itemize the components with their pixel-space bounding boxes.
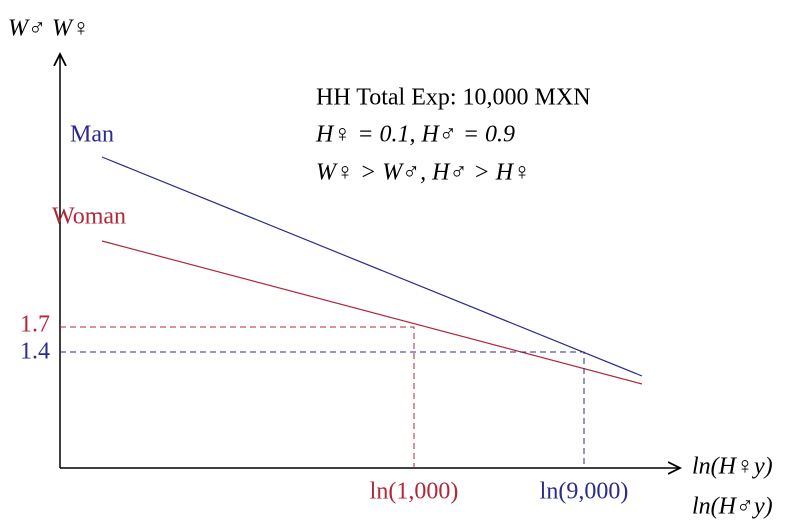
y-mark-label: 1.7	[20, 312, 50, 338]
x-axis-label: ln(H♀y)	[692, 454, 773, 480]
man-guide	[60, 351, 585, 468]
x-mark-label: ln(1,000)	[370, 479, 459, 505]
woman-line	[101, 240, 643, 385]
y-axis-label: W♂ W♀	[8, 16, 90, 42]
annotation: H♀ = 0.1, H♂ = 0.9	[315, 122, 515, 148]
x-axis-label: ln(H♂y)	[692, 494, 773, 520]
y-mark-label: 1.4	[20, 339, 50, 365]
woman-guide	[60, 326, 415, 468]
line-label: Woman	[52, 204, 126, 230]
annotation: HH Total Exp: 10,000 MXN	[316, 85, 591, 111]
x-mark-label: ln(9,000)	[540, 479, 629, 505]
man-line	[101, 156, 643, 377]
annotation: W♀ > W♂, H♂ > H♀	[316, 160, 531, 186]
line-label: Man	[70, 122, 114, 148]
